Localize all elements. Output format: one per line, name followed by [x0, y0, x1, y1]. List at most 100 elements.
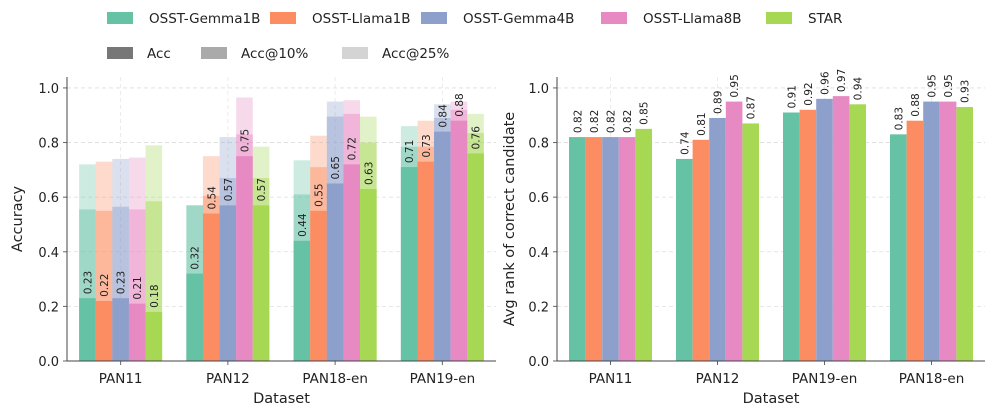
legend-swatch-star — [766, 12, 792, 24]
data-label: 0.44 — [297, 213, 309, 237]
data-label: 0.73 — [421, 134, 433, 157]
bar-value — [618, 137, 636, 361]
bar-acc — [219, 205, 237, 361]
data-label: 0.95 — [927, 74, 939, 97]
legend-label: Acc — [147, 46, 171, 62]
y-tick-label: 0.6 — [38, 191, 59, 206]
data-label: 0.97 — [836, 69, 848, 92]
data-label: 0.72 — [347, 137, 359, 160]
bar-acc — [95, 300, 113, 361]
legend-swatch-acc-at-10pct — [201, 47, 227, 59]
bar-value — [635, 128, 652, 361]
x-axis-title: Dataset — [743, 391, 800, 407]
bar-acc — [293, 240, 311, 361]
data-label: 0.95 — [729, 74, 741, 97]
x-axis-title: Dataset — [253, 391, 310, 407]
bar-value — [939, 101, 957, 362]
bar-value — [585, 137, 603, 361]
data-label: 0.54 — [206, 186, 218, 210]
data-label: 0.82 — [572, 110, 584, 133]
bar-value — [742, 123, 759, 361]
data-label: 0.76 — [471, 126, 483, 150]
data-label: 0.88 — [910, 93, 922, 116]
bar-acc — [467, 153, 484, 361]
bar-value — [890, 134, 907, 361]
data-label: 0.65 — [330, 156, 342, 179]
legend-label: OSST-Gemma4B — [463, 11, 574, 27]
data-label: 0.95 — [943, 74, 955, 97]
bar-acc — [236, 156, 253, 361]
y-tick-label: 0.4 — [528, 246, 549, 261]
x-tick-label: PAN12 — [206, 371, 250, 387]
bar-acc25 — [145, 145, 163, 361]
bar-acc — [186, 273, 203, 361]
bar-value — [906, 120, 924, 361]
bar-value — [569, 137, 586, 361]
legend-label: STAR — [808, 11, 842, 27]
legend-swatch-acc-at-25pct — [342, 47, 368, 59]
bar-value — [923, 101, 940, 362]
x-tick-label: PAN19-en — [410, 371, 476, 387]
data-label: 0.23 — [116, 271, 128, 294]
legend-label: OSST-Llama1B — [312, 11, 410, 27]
bar-value — [783, 112, 800, 361]
legend-label: Acc@25% — [382, 46, 450, 62]
x-tick-label: PAN11 — [589, 371, 633, 387]
data-label: 0.82 — [622, 110, 634, 133]
bar-acc — [400, 167, 418, 361]
data-label: 0.22 — [99, 274, 111, 297]
legend-swatch-acc — [107, 47, 133, 59]
bar-acc — [79, 298, 96, 361]
bar-value — [956, 107, 973, 362]
data-label: 0.74 — [679, 131, 691, 155]
y-tick-label: 1.0 — [38, 82, 59, 97]
data-label: 0.18 — [149, 284, 161, 307]
y-tick-label: 0.6 — [528, 191, 549, 206]
data-label: 0.57 — [256, 178, 268, 201]
bar-acc — [128, 303, 146, 361]
y-tick-label: 0.8 — [528, 137, 549, 152]
data-label: 0.75 — [239, 129, 251, 152]
y-tick-label: 0.2 — [528, 300, 549, 315]
bar-value — [692, 139, 710, 361]
legend-swatch-osst-gemma4b — [421, 12, 447, 24]
data-label: 0.84 — [437, 104, 449, 128]
legend-swatch-osst-llama8b — [601, 12, 627, 24]
y-tick-label: 0.8 — [38, 137, 59, 152]
accuracy-chart: 0.0 0.2 0.4 0.6 0.8 1.0 0.23 0.22 0.23 0.21 0.18 PA… — [10, 77, 496, 407]
bar-acc — [417, 161, 435, 361]
data-label: 0.89 — [713, 91, 725, 114]
data-label: 0.82 — [606, 110, 618, 133]
legend-swatch-osst-llama1b — [270, 12, 296, 24]
y-axis-title: Accuracy — [10, 185, 26, 252]
data-label: 0.55 — [314, 183, 326, 206]
data-label: 0.88 — [454, 93, 466, 116]
bar-value — [799, 109, 817, 362]
bar-acc — [202, 213, 220, 361]
data-label: 0.63 — [363, 162, 375, 185]
data-label: 0.87 — [746, 96, 758, 119]
y-tick-label: 0.0 — [528, 355, 549, 370]
data-label: 0.32 — [190, 246, 202, 269]
bar-value — [816, 98, 833, 361]
bar-acc — [450, 120, 468, 361]
legend: OSST-Gemma1B OSST-Llama1B OSST-Gemma4B OSST… — [107, 11, 842, 62]
data-label: 0.81 — [696, 112, 708, 135]
y-axis-title: Avg rank of correct candidate — [502, 112, 518, 327]
bar-acc — [360, 188, 377, 361]
data-label: 0.71 — [404, 140, 416, 163]
y-tick-label: 1.0 — [528, 82, 549, 97]
bar-acc — [145, 311, 163, 361]
data-label: 0.82 — [589, 110, 601, 133]
data-label: 0.83 — [893, 107, 905, 130]
data-label: 0.21 — [132, 276, 144, 299]
bar-value — [676, 158, 693, 361]
y-tick-label: 0.0 — [38, 355, 59, 370]
avg-rank-chart: 0.0 0.2 0.4 0.6 0.8 1.0 0.82 0.82 0.82 0.82 0.85 PA… — [502, 69, 985, 407]
data-label: 0.93 — [960, 80, 972, 103]
data-label: 0.85 — [639, 101, 651, 124]
data-label: 0.57 — [223, 178, 235, 201]
data-label: 0.96 — [820, 71, 832, 95]
data-label: 0.91 — [786, 85, 798, 108]
